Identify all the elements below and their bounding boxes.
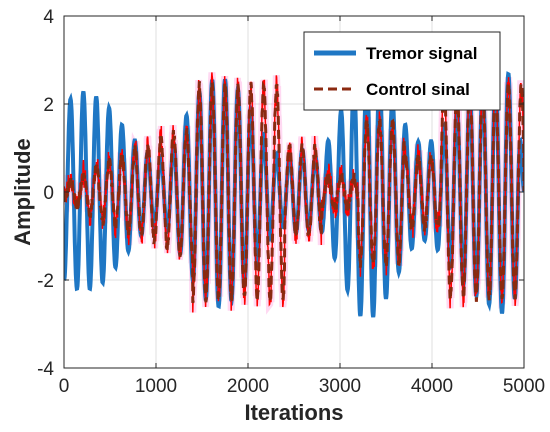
series-control-line xyxy=(64,80,524,304)
legend: Tremor signal Control sinal xyxy=(303,31,501,111)
y-tick-label: -4 xyxy=(37,359,54,380)
series-layer xyxy=(64,59,524,318)
y-tick-label: 2 xyxy=(43,95,54,116)
x-tick-label: 3000 xyxy=(319,376,361,397)
x-tick-label: 2000 xyxy=(227,376,269,397)
tick-labels: 0 1000 2000 3000 4000 5000 -4 -2 0 2 4 xyxy=(37,7,545,397)
x-tick-label: 4000 xyxy=(411,376,453,397)
y-tick-label: -2 xyxy=(37,271,54,292)
y-axis-label: Amplitude xyxy=(10,138,35,246)
y-tick-label: 4 xyxy=(43,7,54,28)
y-tick-label: 0 xyxy=(43,183,54,204)
x-tick-label: 5000 xyxy=(503,376,545,397)
legend-entry-control: Control sinal xyxy=(366,80,470,99)
x-tick-label: 1000 xyxy=(135,376,177,397)
legend-entry-tremor: Tremor signal xyxy=(366,44,477,63)
legend-box xyxy=(303,31,501,111)
series-group xyxy=(64,59,524,318)
x-axis-label: Iterations xyxy=(244,400,343,425)
x-tick-label: 0 xyxy=(59,376,70,397)
